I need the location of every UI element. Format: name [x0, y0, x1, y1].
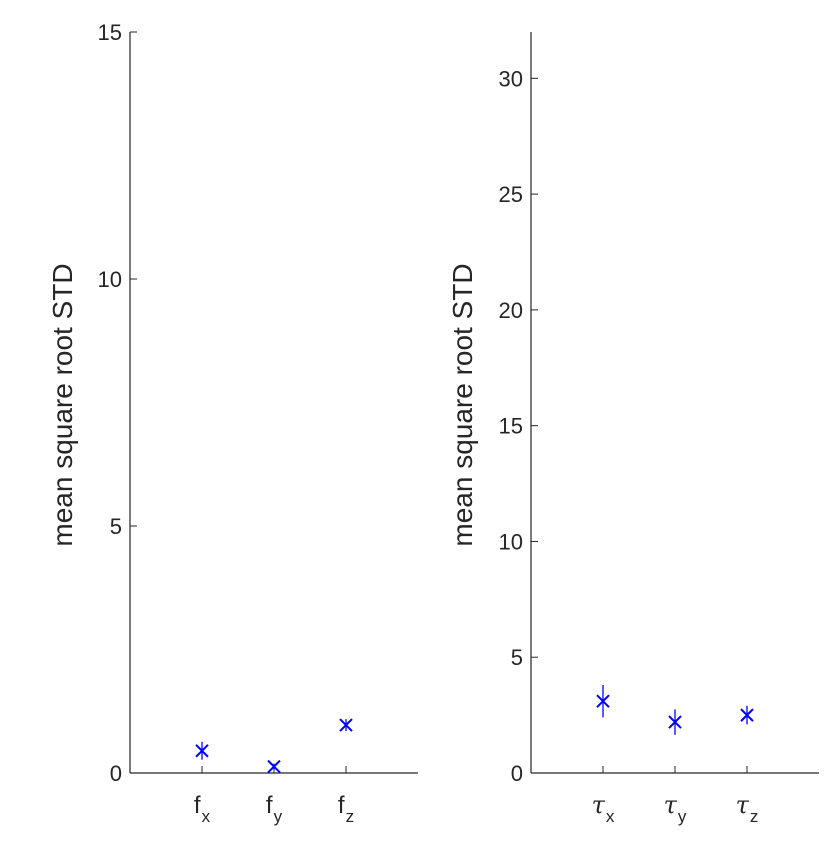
data-point-marker [267, 759, 281, 774]
data-point-marker [740, 708, 754, 722]
y-axis-label: mean square root STD [447, 263, 478, 546]
x-tick-label: τy [664, 791, 687, 826]
x-tick-label-sub: x [606, 807, 615, 826]
x-tick-label-sub: y [678, 807, 687, 826]
x-tick-label-sub: x [202, 807, 211, 826]
data-point-marker [339, 718, 353, 732]
x-tick-label-sub: y [274, 807, 283, 826]
x-tick-label-base: τ [664, 791, 678, 819]
y-tick-label: 10 [98, 267, 122, 292]
y-tick-label: 20 [499, 298, 523, 323]
x-tick-label: fx [194, 792, 211, 826]
y-tick-label: 30 [499, 66, 523, 91]
data-point-marker [668, 715, 682, 729]
x-tick-label: fy [266, 792, 283, 826]
y-tick-label: 0 [110, 761, 122, 786]
x-tick-label-base: τ [736, 791, 750, 819]
y-tick-label: 15 [499, 414, 523, 439]
data-point-marker [195, 744, 209, 758]
x-tick-label: τx [592, 791, 615, 826]
x-tick-label: τz [736, 791, 759, 826]
x-tick-label-sub: z [750, 807, 759, 826]
y-tick-label: 5 [110, 514, 122, 539]
x-tick-label-base: f [266, 792, 273, 819]
y-tick-label: 0 [511, 761, 523, 786]
x-tick-label-base: f [338, 792, 345, 819]
data-point-marker [596, 694, 610, 708]
y-tick-label: 15 [98, 20, 122, 45]
x-tick-label: fz [338, 792, 354, 826]
y-tick-label: 25 [499, 182, 523, 207]
y-tick-label: 10 [499, 529, 523, 554]
x-tick-label-sub: z [346, 807, 355, 826]
x-tick-label-base: τ [592, 791, 606, 819]
y-tick-label: 5 [511, 645, 523, 670]
y-axis-label: mean square root STD [47, 263, 78, 546]
x-tick-label-base: f [194, 792, 201, 819]
